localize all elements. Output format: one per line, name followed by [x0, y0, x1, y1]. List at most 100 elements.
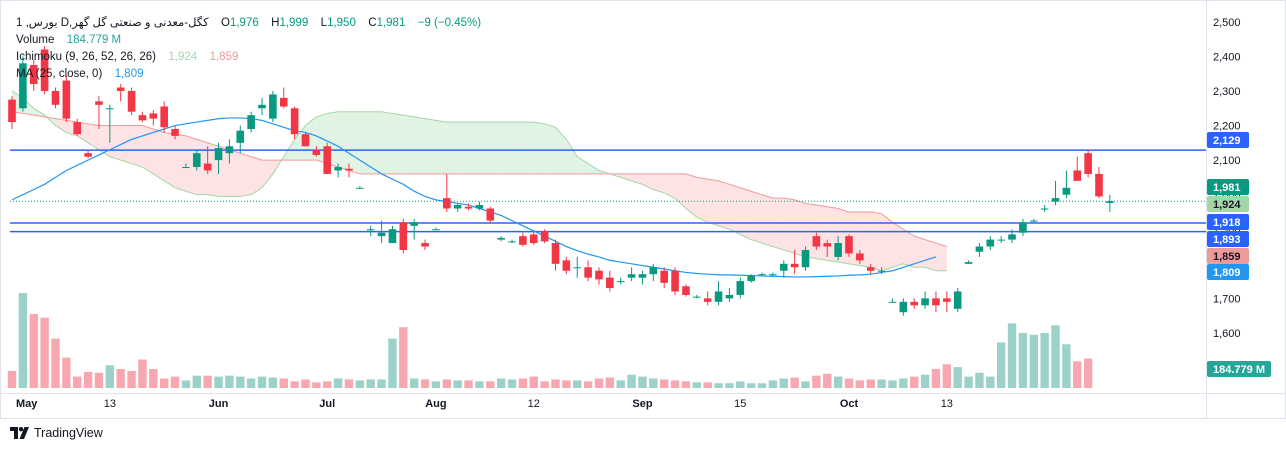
candle-body: [214, 148, 223, 161]
ichimoku-cloud-segment: [903, 229, 915, 268]
price-axis-label-last: 1,981: [1207, 179, 1249, 195]
candle-body: [432, 229, 440, 231]
candle-body: [279, 97, 288, 107]
candle-body: [529, 234, 538, 244]
candle-body: [682, 286, 690, 295]
volume-bar: [159, 378, 169, 388]
candle: [301, 132, 310, 147]
candle-body: [182, 167, 190, 169]
candle-body: [160, 106, 168, 128]
candle: [73, 118, 82, 136]
candle: [1095, 167, 1103, 199]
candle-body: [693, 296, 701, 298]
candle: [964, 260, 973, 264]
candle-body: [345, 168, 353, 171]
price-axis-label-span_b: 1,859: [1207, 248, 1249, 264]
candle: [497, 236, 505, 242]
volume-bar: [431, 381, 441, 388]
volume-bar: [105, 365, 115, 388]
volume-bar: [964, 376, 973, 388]
candle-body: [323, 146, 332, 174]
candle: [95, 96, 103, 129]
candle: [356, 186, 364, 189]
candle-body: [84, 153, 92, 157]
volume-bar: [214, 376, 223, 388]
candle: [649, 263, 658, 282]
candle-body: [638, 274, 647, 278]
tradingview-logo-icon: [10, 427, 29, 439]
volume-bar: [583, 381, 593, 388]
tradingview-logo[interactable]: TradingView: [10, 426, 103, 440]
volume-bar: [496, 378, 506, 388]
candle-body: [540, 230, 549, 242]
candle-body: [943, 298, 951, 302]
candle: [399, 218, 408, 254]
high-value: 1,999: [279, 17, 309, 29]
candle-body: [671, 270, 679, 292]
price-axis-label-text: 1,924: [1213, 199, 1241, 211]
volume-bar: [442, 379, 451, 388]
volume-bar: [83, 371, 93, 388]
price-axis-label-bg: [1207, 231, 1249, 247]
ichimoku-cloud-segment: [512, 122, 523, 174]
symbol-name[interactable]: 1 ,بورس D,کگل-معدنی و صنعتی گل گهر: [16, 17, 209, 29]
candle: [519, 232, 527, 247]
candle-body: [388, 229, 397, 244]
price-tick-label: 2,500: [1213, 17, 1241, 29]
candle: [8, 96, 16, 129]
price-axis-label-text: 1,893: [1213, 234, 1241, 246]
candle: [366, 225, 375, 237]
candle: [236, 125, 245, 154]
candle: [606, 270, 614, 292]
candle-body: [801, 249, 810, 268]
candle: [149, 109, 158, 126]
volume-bar: [986, 376, 995, 388]
ichimoku-legend-row[interactable]: Ichimoku (9, 26, 52, 26, 26) 1,924 1,859: [16, 49, 481, 66]
candle-body: [106, 108, 114, 110]
volume-bar: [138, 359, 147, 388]
volume-bar: [757, 383, 767, 388]
ichimoku-cloud-segment: [631, 173, 643, 185]
volume-bar: [312, 382, 321, 388]
ichimoku-cloud-segment: [772, 198, 784, 250]
price-axis-label-bg: [1207, 264, 1249, 280]
candle: [986, 236, 995, 250]
volume-legend-row[interactable]: Volume 184.779 M: [16, 32, 481, 49]
candles: [8, 46, 1114, 316]
candle: [40, 46, 49, 95]
candle-body: [932, 298, 940, 306]
volume-bar: [605, 377, 615, 388]
ichimoku-cloud-segment: [240, 153, 252, 197]
price-axis-label-text: 1,981: [1213, 182, 1241, 194]
candle: [747, 274, 755, 283]
ichimoku-span-a-line: [11, 90, 947, 272]
candle-body: [192, 153, 201, 168]
candle-body: [399, 222, 408, 250]
ichimoku-cloud-segment: [490, 122, 502, 174]
candle-body: [910, 301, 919, 306]
ma-legend-row[interactable]: MA (25, close, 0) 1,809: [16, 66, 481, 83]
candle-body: [127, 90, 136, 112]
candle-body: [953, 291, 962, 309]
candle-body: [888, 301, 897, 303]
symbol-row[interactable]: 1 ,بورس D,کگل-معدنی و صنعتی گل گهر O1,97…: [16, 15, 481, 32]
ichimoku-span-b-line: [11, 111, 947, 248]
candle: [877, 267, 886, 275]
candle-body: [606, 277, 614, 289]
price-tick-label: 1,600: [1213, 328, 1241, 340]
candle: [801, 246, 810, 271]
candle: [1073, 156, 1082, 181]
candle-body: [997, 239, 1005, 241]
ichimoku-cloud-segment: [370, 111, 382, 174]
ichimoku-cloud-segment: [718, 180, 730, 230]
candle: [290, 106, 299, 140]
open-value: 1,976: [229, 17, 259, 29]
tradingview-logo-text: TradingView: [34, 426, 103, 440]
candle: [508, 239, 516, 244]
price-axis-label-bg: [1207, 214, 1249, 230]
ichimoku-cloud-segment: [120, 125, 132, 164]
candle-body: [790, 263, 799, 268]
candle-body: [497, 237, 505, 240]
